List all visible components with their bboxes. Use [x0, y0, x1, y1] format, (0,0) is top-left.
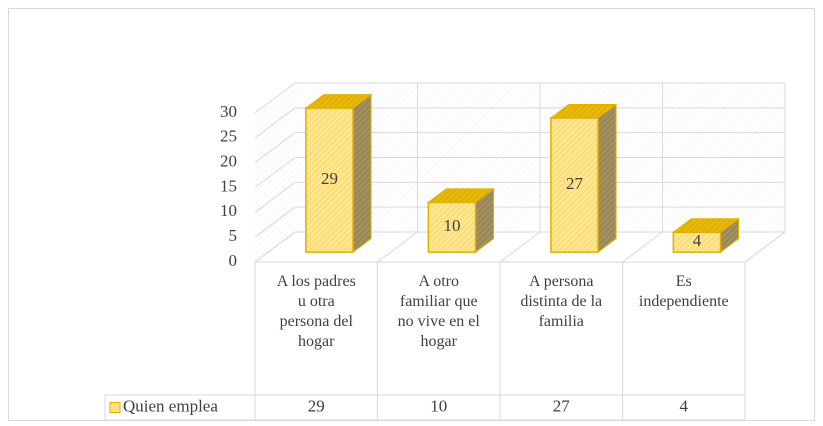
data-label: 27 [566, 174, 584, 193]
legend-label: Quien emplea [123, 396, 218, 415]
data-label: 4 [693, 231, 702, 250]
y-tick-label: 20 [220, 152, 237, 171]
x-tick-label: A otro familiar que no vive en el hogar [397, 273, 480, 350]
table-value: 10 [430, 396, 447, 415]
y-tick-label: 25 [220, 127, 237, 146]
grid-line [254, 181, 785, 213]
bar [427, 201, 477, 253]
y-tick-label: 30 [220, 102, 237, 121]
bar [672, 231, 722, 253]
y-tick-label: 5 [229, 226, 238, 245]
table-value: 4 [680, 396, 689, 415]
floor-divider [499, 231, 541, 263]
y-tick-label: 0 [229, 251, 238, 270]
grid-line [254, 206, 785, 238]
data-label: 29 [321, 169, 338, 188]
y-tick-label: 15 [220, 176, 237, 195]
y-tick-label: 10 [220, 201, 237, 220]
bar [550, 117, 599, 253]
data-label: 10 [443, 216, 460, 235]
grid-line [254, 132, 785, 164]
floor-divider [622, 231, 663, 263]
table-value: 29 [308, 396, 325, 415]
floor-divider [744, 231, 786, 263]
floor-divider [254, 231, 296, 263]
bar-side [597, 103, 617, 254]
bar-side [352, 93, 372, 254]
table-value: 27 [553, 396, 571, 415]
grid-line [254, 107, 785, 139]
grid-line [254, 157, 785, 188]
grid-line [254, 82, 785, 114]
x-tick-label: A los padres u otra persona del hogar [276, 273, 356, 350]
bar [305, 107, 354, 253]
floor-divider [377, 231, 418, 263]
x-tick-label: Es independiente [638, 273, 729, 310]
x-tick-label: A persona distinta de la familia [520, 273, 603, 330]
legend-swatch [109, 402, 121, 413]
